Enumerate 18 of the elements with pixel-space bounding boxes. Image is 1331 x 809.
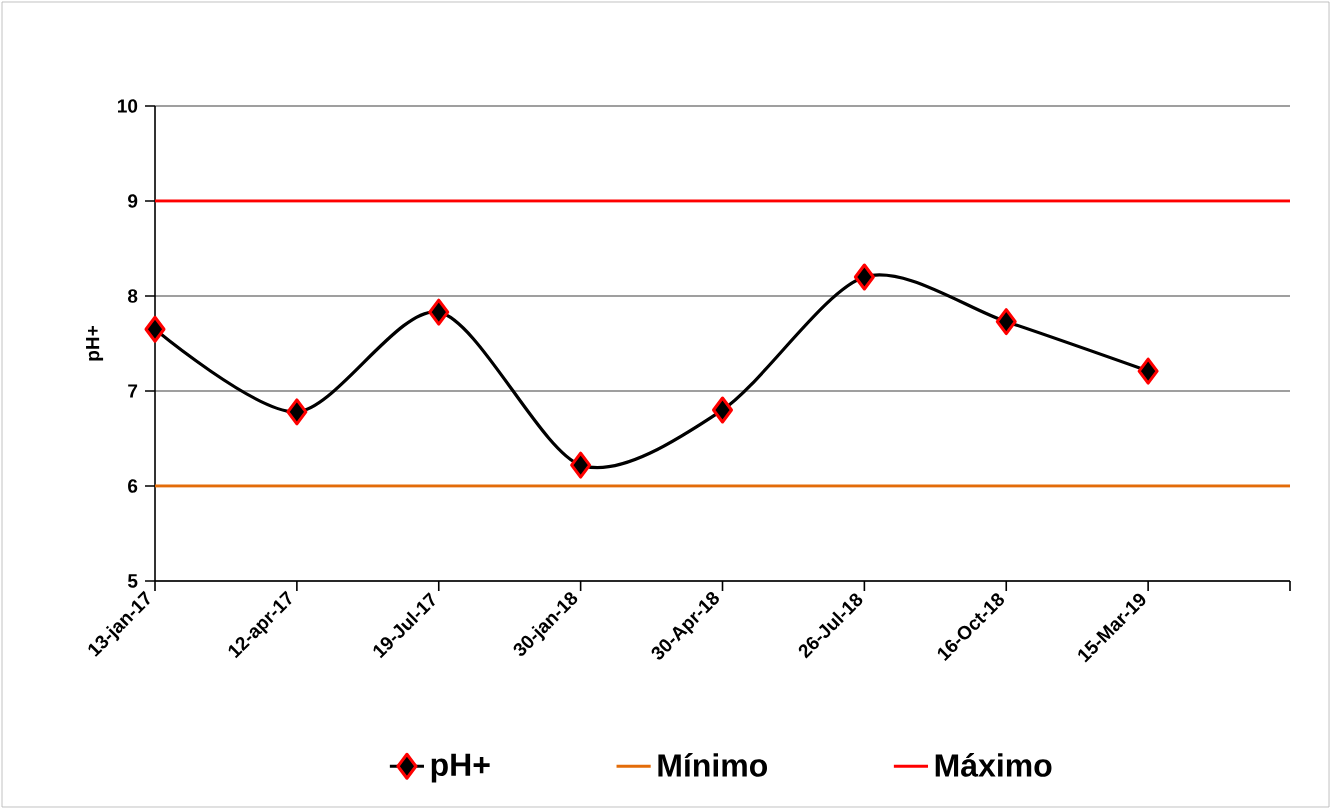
y-tick-label: 9 <box>128 194 138 208</box>
point <box>144 315 166 343</box>
point <box>995 308 1017 336</box>
legend-label: pH+ <box>431 753 490 783</box>
point <box>570 451 592 479</box>
y-axis-title: pH+ <box>86 326 104 361</box>
y-tick-label: 7 <box>128 384 138 398</box>
point <box>712 396 733 424</box>
legend-label: Máximo <box>935 753 1052 777</box>
point <box>853 263 875 291</box>
legend-label: Mínimo <box>658 753 768 777</box>
y-tick-label: 8 <box>127 289 138 303</box>
point <box>428 298 450 326</box>
point <box>286 398 308 426</box>
y-tick-label: 5 <box>127 574 138 588</box>
point <box>1137 357 1159 385</box>
y-tick-label: 10 <box>118 99 138 113</box>
y-tick-label: 6 <box>128 479 138 493</box>
